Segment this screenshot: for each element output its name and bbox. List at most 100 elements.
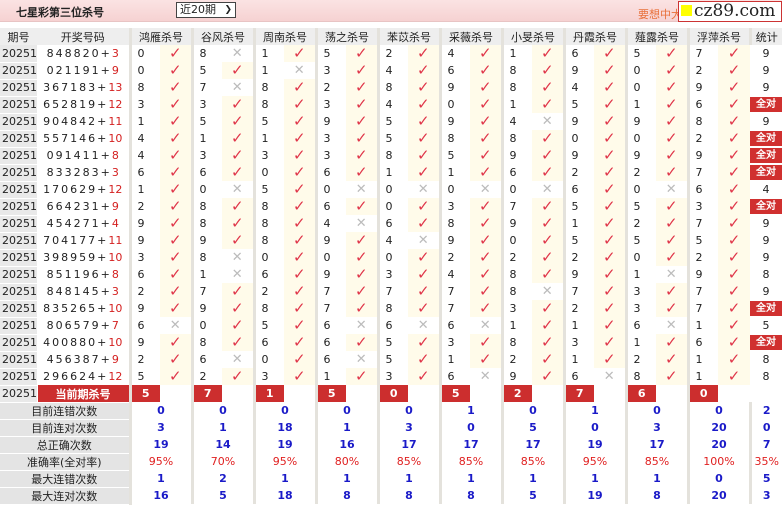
- kill-number: 0: [500, 181, 532, 198]
- kill-number: 0: [376, 181, 408, 198]
- table-row: 2025115170629+121✓0✕5✓0✕0✕0✕0✕6✓0✕6✓4: [0, 181, 782, 199]
- hit-cell: ✓: [346, 62, 378, 79]
- kill-number: 5: [562, 96, 594, 113]
- check-icon: ✓: [168, 266, 182, 283]
- hit-cell: ✓: [470, 79, 502, 96]
- check-icon: ✓: [478, 45, 492, 62]
- cross-icon: ✕: [231, 352, 243, 367]
- kill-number: 8: [252, 232, 284, 249]
- draw-numbers: 806579+7: [37, 317, 130, 334]
- stats-value: 20: [686, 436, 750, 453]
- current-kill-number: 5: [128, 385, 160, 402]
- miss-cell: ✕: [656, 317, 688, 334]
- check-icon: ✓: [540, 79, 554, 96]
- correct-count: 9: [762, 47, 770, 60]
- check-icon: ✓: [168, 368, 182, 385]
- hit-cell: ✓: [222, 334, 254, 351]
- hit-cell: ✓: [284, 334, 316, 351]
- promo-link[interactable]: 要想中大: [638, 8, 682, 21]
- check-icon: ✓: [727, 45, 741, 62]
- check-icon: ✓: [478, 113, 492, 130]
- draw-numbers: 835265+10: [37, 300, 130, 317]
- miss-cell: ✕: [408, 317, 440, 334]
- check-icon: ✓: [664, 147, 678, 164]
- current-kill-number: 1: [252, 385, 284, 402]
- stats-value: 85%: [500, 453, 564, 470]
- row-stat: 9: [750, 62, 782, 79]
- check-icon: ✓: [168, 45, 182, 62]
- hit-cell: ✓: [718, 368, 750, 385]
- check-icon: ✓: [230, 215, 244, 232]
- stats-value: 0: [376, 402, 440, 419]
- cross-icon: ✕: [355, 352, 367, 367]
- row-stat: 全对: [750, 147, 782, 164]
- bonus-number: 11: [108, 234, 123, 247]
- hit-cell: ✓: [408, 113, 440, 130]
- table-row: 2025124400880+109✓8✓6✓6✓5✓3✓8✓3✓1✓6✓全对: [0, 334, 782, 352]
- kill-number: 3: [686, 198, 718, 215]
- hit-cell: ✓: [594, 62, 626, 79]
- hit-cell: ✓: [284, 351, 316, 368]
- hit-cell: ✓: [346, 45, 378, 62]
- column-header: 周南杀号: [252, 28, 316, 45]
- draw-numbers: 091411+8: [37, 147, 130, 164]
- hit-cell: ✓: [594, 164, 626, 181]
- stats-value: 0: [438, 419, 502, 436]
- period-select[interactable]: 近20期 ❯: [176, 2, 236, 18]
- hit-cell: ✓: [222, 147, 254, 164]
- hit-cell: ✓: [594, 45, 626, 62]
- miss-cell: ✕: [656, 266, 688, 283]
- hit-cell: ✓: [160, 79, 192, 96]
- main-numbers: 806579+: [46, 319, 112, 332]
- column-header: 统计: [748, 28, 782, 45]
- miss-cell: ✕: [222, 351, 254, 368]
- stats-value: 16: [314, 436, 378, 453]
- bonus-number: 11: [108, 115, 123, 128]
- kill-number: 9: [190, 300, 222, 317]
- check-icon: ✓: [540, 130, 554, 147]
- check-icon: ✓: [354, 147, 368, 164]
- kill-number: 3: [314, 130, 346, 147]
- stats-value: 0: [748, 419, 782, 436]
- check-icon: ✓: [478, 79, 492, 96]
- hit-cell: ✓: [532, 215, 564, 232]
- table-row: 2025111904842+111✓5✓5✓9✓5✓9✓4✕9✓9✓8✓9: [0, 113, 782, 131]
- check-icon: ✓: [478, 266, 492, 283]
- kill-number: 1: [190, 266, 222, 283]
- hit-cell: ✓: [408, 164, 440, 181]
- kill-number: 3: [314, 147, 346, 164]
- check-icon: ✓: [168, 164, 182, 181]
- stats-value: 5: [190, 487, 254, 504]
- stats-value: 1: [438, 470, 502, 487]
- stats-value: 1: [128, 470, 192, 487]
- check-icon: ✓: [354, 164, 368, 181]
- issue-number: 2025112: [0, 130, 37, 148]
- kill-number: 0: [376, 249, 408, 266]
- hit-cell: ✓: [470, 198, 502, 215]
- stats-value: 70%: [190, 453, 254, 470]
- check-icon: ✓: [727, 164, 741, 181]
- stats-value: 19: [252, 436, 316, 453]
- kill-number: 1: [438, 164, 470, 181]
- kill-number: 0: [252, 351, 284, 368]
- period-select-value: 近20期: [180, 3, 216, 16]
- kill-number: 8: [190, 198, 222, 215]
- check-icon: ✓: [727, 130, 741, 147]
- hit-cell: ✓: [718, 300, 750, 317]
- kill-number: 8: [500, 334, 532, 351]
- check-icon: ✓: [168, 147, 182, 164]
- bonus-number: 12: [108, 98, 123, 111]
- stats-value: 1: [500, 470, 564, 487]
- bonus-number: 9: [111, 64, 119, 77]
- kill-number: 1: [686, 351, 718, 368]
- hit-cell: ✓: [656, 283, 688, 300]
- hit-cell: ✓: [222, 317, 254, 334]
- cross-icon: ✕: [355, 182, 367, 197]
- stats-value: 100%: [686, 453, 750, 470]
- issue-number: 2025121: [0, 283, 37, 301]
- issue-number: 2025107: [0, 45, 37, 63]
- correct-count: 9: [762, 115, 770, 128]
- kill-number: 8: [438, 215, 470, 232]
- check-icon: ✓: [416, 130, 430, 147]
- check-icon: ✓: [664, 368, 678, 385]
